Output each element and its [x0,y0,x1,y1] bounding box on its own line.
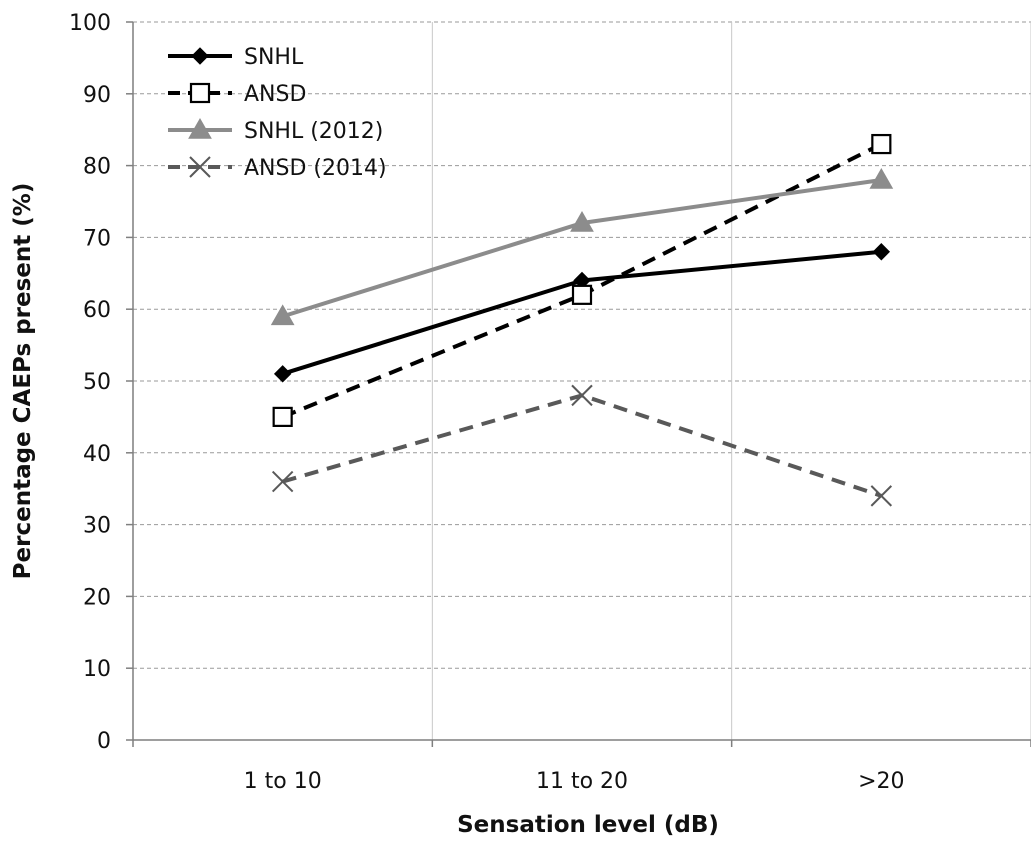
legend-swatch-marker [189,156,211,178]
x-axis-title: Sensation level (dB) [457,812,719,838]
y-axis-title: Percentage CAEPs present (%) [10,183,36,580]
y-tick-label: 40 [83,442,111,467]
y-tick-label: 0 [97,729,111,754]
data-point-ansd [272,406,293,427]
series-line-snhl [282,249,882,376]
data-point-ansd-2014 [870,485,893,507]
legend-item-snhl: SNHL [168,45,304,70]
y-tick-label: 70 [83,226,111,251]
y-tick-label: 20 [83,585,111,610]
legend-swatch-marker [188,117,212,139]
data-point-snhl [872,243,891,261]
legend-label: ANSD [244,82,306,107]
data-point-snhl [273,365,292,383]
series-lines [270,133,894,507]
x-tick-label: >20 [858,769,904,794]
y-tick-label: 100 [69,11,111,36]
grid-lines [133,21,1031,740]
x-tick-label: 1 to 10 [244,769,322,794]
legend-item-ansd: ANSD [168,82,306,107]
data-point-snhl-2012 [570,211,594,232]
legend-label: ANSD (2014) [244,156,387,181]
x-tick-label: 11 to 20 [536,769,628,794]
data-point-snhl-2012 [869,167,894,189]
series-line-ansd-2014 [282,393,882,498]
data-point-ansd [871,133,892,155]
data-point-ansd-2014 [271,470,294,493]
data-point-ansd-2014 [571,384,593,407]
legend-label: SNHL (2012) [244,119,383,144]
y-tick-label: 80 [83,155,111,180]
data-point-ansd [571,284,593,305]
x-marker-stroke [271,470,294,493]
axes: 0 10 20 30 40 50 60 70 80 90 100 1 to 10 11 to 20 >20 [69,11,1031,794]
legend: SNHL ANSD SNHL (2012) ANSD (2014) [168,45,387,181]
x-marker-stroke [189,156,211,178]
legend-swatch-marker [189,82,211,104]
legend-item-ansd-2014: ANSD (2014) [168,156,387,181]
legend-swatch-marker [191,47,209,65]
data-point-snhl-2012 [270,304,295,326]
y-tick-label: 30 [83,514,111,539]
y-tick-label: 60 [83,298,111,323]
y-tick-label: 90 [83,83,111,108]
x-marker-stroke [870,485,893,507]
x-marker-stroke [571,384,593,407]
y-tick-label: 10 [83,657,111,682]
legend-label: SNHL [244,45,304,70]
y-tick-label: 50 [83,370,111,395]
legend-item-snhl-2012: SNHL (2012) [168,117,383,144]
